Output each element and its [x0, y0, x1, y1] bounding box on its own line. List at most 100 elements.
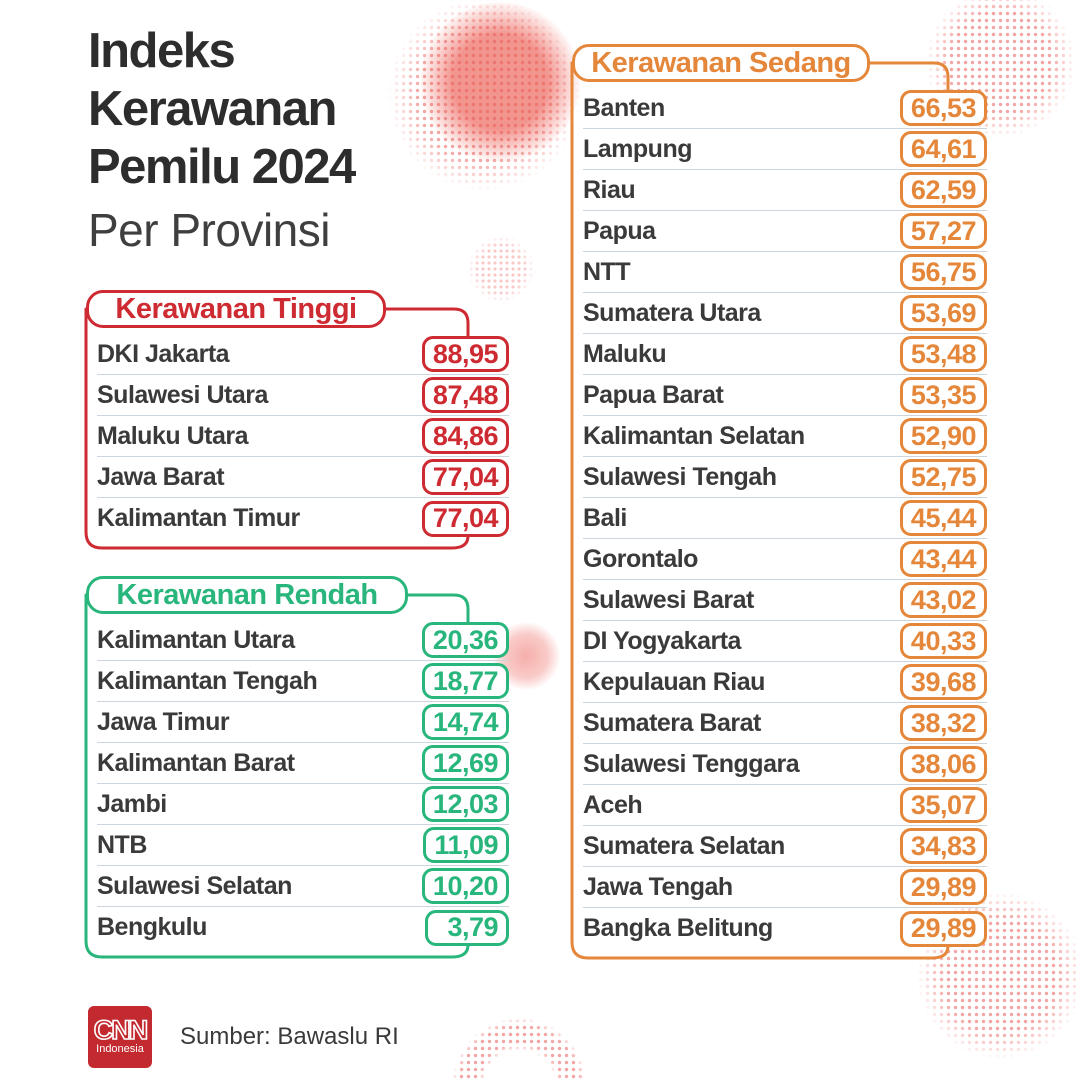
- province-name: Riau: [583, 175, 636, 204]
- province-name: Sumatera Utara: [583, 298, 761, 327]
- table-row: Gorontalo 43,44: [583, 539, 987, 580]
- province-value: 62,59: [899, 172, 987, 208]
- province-name: Sumatera Selatan: [583, 831, 785, 860]
- province-value: 20,36: [421, 622, 509, 658]
- province-value: 40,33: [899, 623, 987, 659]
- table-row: Papua Barat 53,35: [583, 375, 987, 416]
- province-name: Maluku: [583, 339, 667, 368]
- table-row: Kalimantan Tengah 18,77: [97, 661, 509, 702]
- pink-blob-decoration: [420, 2, 580, 162]
- province-value: 56,75: [899, 254, 987, 290]
- table-row: Maluku Utara 84,86: [97, 416, 509, 457]
- halftone-circle-decoration-top: [372, 0, 597, 207]
- table-row: Kepulauan Riau 39,68: [583, 662, 987, 703]
- section-kerawanan-rendah: Kerawanan Rendah Kalimantan Utara 20,36 …: [84, 576, 512, 966]
- province-value: 39,68: [899, 664, 987, 700]
- province-name: Papua: [583, 216, 656, 245]
- table-row: Jambi 12,03: [97, 784, 509, 825]
- province-value: 52,75: [899, 459, 987, 495]
- halftone-ring-decoration-bottom: [437, 1003, 602, 1080]
- province-value: 57,27: [899, 213, 987, 249]
- table-row: Maluku 53,48: [583, 334, 987, 375]
- province-value: 10,20: [421, 868, 509, 904]
- province-name: Jawa Timur: [97, 707, 230, 736]
- province-name: Sulawesi Tenggara: [583, 749, 800, 778]
- province-name: Kalimantan Tengah: [97, 666, 318, 695]
- province-value: 53,48: [899, 336, 987, 372]
- cnn-logo-subtext: Indonesia: [96, 1043, 144, 1055]
- province-name: Kalimantan Barat: [97, 748, 295, 777]
- province-name: Jambi: [97, 789, 167, 818]
- table-row: DKI Jakarta 88,95: [97, 334, 509, 375]
- province-value: 84,86: [421, 418, 509, 454]
- province-value: 87,48: [421, 377, 509, 413]
- page-subtitle: Per Provinsi: [88, 204, 330, 256]
- province-name: Kalimantan Selatan: [583, 421, 805, 450]
- table-row: Sulawesi Barat 43,02: [583, 580, 987, 621]
- table-row: Kalimantan Barat 12,69: [97, 743, 509, 784]
- footer: CNN Indonesia Sumber: Bawaslu RI: [88, 1006, 399, 1068]
- province-name: Lampung: [583, 134, 693, 163]
- province-name: Sumatera Barat: [583, 708, 761, 737]
- province-value: 35,07: [899, 787, 987, 823]
- cnn-indonesia-logo: CNN Indonesia: [88, 1006, 152, 1068]
- province-name: Maluku Utara: [97, 421, 248, 450]
- province-name: Banten: [583, 93, 665, 122]
- province-value: 77,04: [421, 459, 509, 495]
- province-name: Sulawesi Barat: [583, 585, 754, 614]
- table-row: Sulawesi Utara 87,48: [97, 375, 509, 416]
- province-value: 88,95: [421, 336, 509, 372]
- table-row: Banten 66,53: [583, 88, 987, 129]
- cnn-logo-text: CNN: [93, 1015, 149, 1045]
- table-row: Kalimantan Utara 20,36: [97, 620, 509, 661]
- province-value: 66,53: [899, 90, 987, 126]
- table-row: Papua 57,27: [583, 211, 987, 252]
- province-value: 38,32: [899, 705, 987, 741]
- province-name: Kepulauan Riau: [583, 667, 765, 696]
- province-value: 53,69: [899, 295, 987, 331]
- province-name: Bangka Belitung: [583, 914, 773, 942]
- table-row: Bali 45,44: [583, 498, 987, 539]
- table-row: NTT 56,75: [583, 252, 987, 293]
- province-name: Papua Barat: [583, 380, 724, 409]
- province-name: Bengkulu: [97, 913, 207, 941]
- province-value: 52,90: [899, 418, 987, 454]
- table-row: Sumatera Utara 53,69: [583, 293, 987, 334]
- province-value: 12,69: [421, 745, 509, 781]
- province-name: Bali: [583, 503, 627, 532]
- table-row: Sulawesi Selatan 10,20: [97, 866, 509, 907]
- province-name: NTB: [97, 830, 147, 859]
- province-name: Kalimantan Timur: [97, 504, 300, 532]
- table-row: Sulawesi Tenggara 38,06: [583, 744, 987, 785]
- province-name: Kalimantan Utara: [97, 625, 295, 654]
- province-name: Sulawesi Tengah: [583, 462, 777, 491]
- province-value: 45,44: [899, 500, 987, 536]
- table-row: Jawa Tengah 29,89: [583, 867, 987, 908]
- province-name: NTT: [583, 257, 631, 286]
- province-list-medium: Banten 66,53 Lampung 64,61 Riau 62,59 Pa…: [570, 88, 990, 949]
- province-name: DI Yogyakarta: [583, 626, 741, 655]
- section-kerawanan-sedang: Kerawanan Sedang Banten 66,53 Lampung 64…: [570, 44, 990, 966]
- table-row: Jawa Timur 14,74: [97, 702, 509, 743]
- section-label-low: Kerawanan Rendah: [86, 576, 408, 614]
- table-row: Bengkulu 3,79: [97, 907, 509, 948]
- table-row: Riau 62,59: [583, 170, 987, 211]
- section-label-high: Kerawanan Tinggi: [86, 290, 386, 328]
- province-value: 53,35: [899, 377, 987, 413]
- province-name: Jawa Tengah: [583, 872, 733, 901]
- province-name: Gorontalo: [583, 544, 698, 573]
- table-row: Sulawesi Tengah 52,75: [583, 457, 987, 498]
- table-row: Kalimantan Selatan 52,90: [583, 416, 987, 457]
- province-name: Sulawesi Selatan: [97, 871, 292, 900]
- province-value: 38,06: [899, 746, 987, 782]
- province-value: 77,04: [421, 500, 509, 537]
- province-value: 3,79: [425, 909, 509, 946]
- province-value: 14,74: [421, 704, 509, 740]
- province-value: 64,61: [899, 131, 987, 167]
- title-block: Indeks Kerawanan Pemilu 2024 Per Provins…: [88, 22, 356, 258]
- province-list-high: DKI Jakarta 88,95 Sulawesi Utara 87,48 M…: [84, 334, 512, 539]
- province-value: 43,44: [899, 541, 987, 577]
- section-kerawanan-tinggi: Kerawanan Tinggi DKI Jakarta 88,95 Sulaw…: [84, 290, 512, 556]
- page-title-line-2: Kerawanan: [88, 82, 337, 136]
